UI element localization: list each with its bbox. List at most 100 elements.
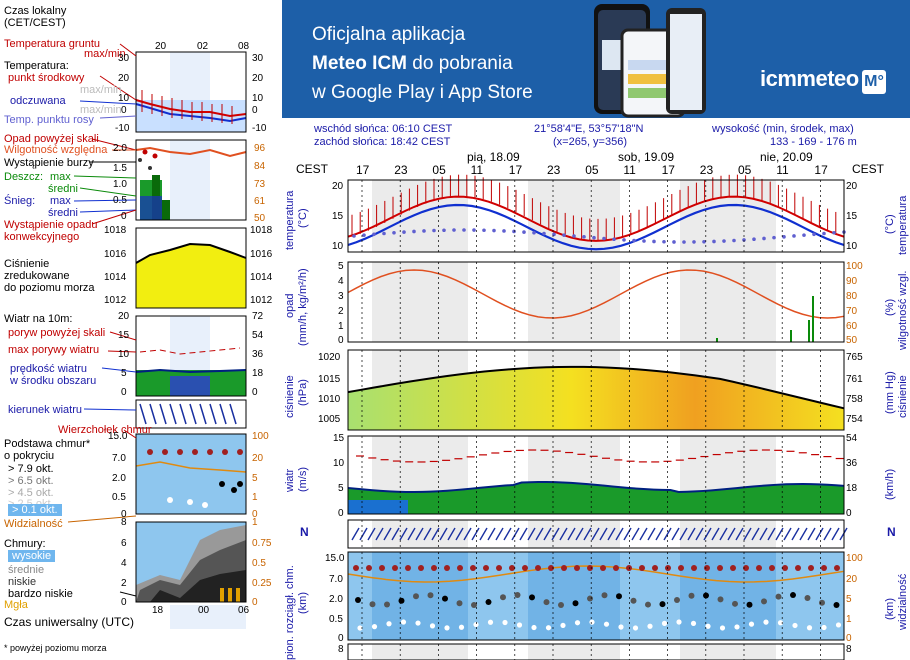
cloud-top-dot — [431, 565, 437, 571]
precip-axis-l-5: 0 — [121, 211, 127, 222]
sunset-text: zachód słońca: 18:42 CEST — [314, 136, 451, 148]
temp-label-left: temperatura — [284, 191, 296, 250]
wind-unit: (m/s) — [297, 467, 309, 492]
hour-label: 23 — [700, 163, 714, 177]
cloud-base-dot — [833, 601, 840, 608]
wind-arrow — [551, 527, 560, 541]
hour-label: 05 — [738, 163, 752, 177]
cloud-low-dot — [516, 622, 523, 628]
icmmeteo-badge: M° — [862, 70, 886, 94]
cloud-base-dot — [761, 598, 767, 605]
dew-point — [782, 235, 786, 239]
dew-point — [592, 235, 596, 240]
press-axis-4: 1005 — [318, 414, 341, 425]
press-label: ciśnienie — [284, 375, 296, 418]
cloud-low-dot — [444, 625, 450, 631]
temp-axis-r-3: 10 — [846, 241, 858, 252]
cloud-base-dot — [398, 597, 405, 604]
rain-mean-label: średni — [48, 183, 78, 195]
hour-label: 11 — [776, 163, 789, 177]
footnote: * powyżej poziomu morza — [4, 643, 107, 653]
wind-arrow — [583, 527, 592, 541]
okt-1-label: > 7.9 okt. — [8, 463, 54, 475]
temp-axis-r-5: -10 — [252, 123, 267, 134]
cloud-top-dot — [613, 565, 619, 571]
wind-axis-4: 0 — [338, 508, 344, 519]
mid-point-label: punkt środkowy — [8, 72, 85, 84]
cloud-base-dot — [514, 592, 521, 599]
cloud-axis-r-4: 1 — [252, 492, 258, 503]
cloud-base-label-1: Podstawa chmur* — [4, 438, 91, 450]
vis-axis-1: 100 — [846, 553, 863, 564]
dew-point — [792, 234, 796, 238]
dew-point — [412, 229, 416, 234]
night-band — [372, 436, 468, 514]
precip-axis-1: 5 — [338, 261, 344, 272]
vis-axis-2: 20 — [846, 574, 858, 585]
pressure-label-1: Ciśnienie — [4, 258, 50, 270]
elevation-text: 133 - 169 - 176 m — [770, 136, 857, 148]
temp-axis-1: 20 — [332, 181, 344, 192]
cloud-base-dot — [790, 592, 796, 599]
press-axis-l-2: 1016 — [104, 249, 127, 260]
banner-line-1: Oficjalna aplikacja — [312, 24, 466, 45]
wind-arrow — [615, 527, 624, 541]
rain-label: Deszcz: — [4, 171, 44, 183]
press-axis-r-3: 1014 — [250, 272, 273, 283]
gust-max-label: max porywy wiatru — [8, 344, 100, 356]
wind-axis-r-2: 36 — [846, 458, 858, 469]
cloud-low-dot — [835, 622, 842, 628]
dew-point — [392, 230, 396, 235]
hour-top-1: 20 — [155, 41, 167, 52]
dew-point — [822, 231, 826, 236]
app-banner[interactable]: Oficjalna aplikacja Meteo ICM do pobrani… — [282, 0, 910, 118]
dew-point — [692, 240, 696, 244]
dew-point — [452, 228, 456, 232]
cl-axis-r-5: 0 — [252, 597, 258, 608]
day-1-label: pią, 18.09 — [467, 150, 520, 164]
hour-bottom-3: 06 — [238, 605, 250, 616]
precip-axis-5: 1 — [338, 321, 344, 332]
cloud-base-dot — [616, 593, 622, 600]
wind-arrow — [703, 527, 712, 541]
humidity-line — [347, 269, 845, 319]
okt-3-label: > 4.5 okt. — [8, 487, 54, 499]
hum-axis-2: 90 — [846, 276, 858, 287]
cl-axis-r-4: 0.25 — [252, 578, 272, 589]
wind-arrow — [735, 527, 744, 541]
cloud-low-dot — [690, 620, 697, 627]
vis-axis-5: 0 — [846, 633, 852, 644]
cloud-base-dot — [355, 597, 361, 603]
cloud-axis-r-1: 100 — [252, 431, 269, 442]
cloud-top-dot — [756, 565, 762, 571]
wind-arrow — [463, 527, 472, 541]
wind-center-label: w środku obszaru — [10, 375, 97, 387]
wind-speed-label: prędkość wiatru — [10, 363, 88, 375]
dew-point — [572, 234, 576, 238]
dew-point — [662, 239, 666, 244]
cloud-top-dot — [444, 565, 450, 571]
wind-arrow — [631, 527, 640, 541]
cloud-axis-r-3: 5 — [252, 473, 258, 484]
cloud-top-dot — [769, 565, 775, 571]
dew-point — [472, 228, 476, 232]
dew-point — [582, 235, 586, 239]
cloud-base-dot — [775, 593, 782, 600]
hour-label: 17 — [356, 163, 370, 177]
cloud-base-dot — [442, 595, 448, 602]
dew-point — [732, 238, 736, 243]
dew-point — [802, 233, 806, 237]
wind-axis-1: 15 — [333, 433, 345, 444]
cloud-base-label-2: o pokryciu — [4, 450, 55, 462]
cloud-base-dot — [427, 592, 434, 599]
cloud-label-text: pion. rozciągł. chm. — [284, 565, 296, 660]
dew-point — [832, 230, 836, 235]
night-band — [680, 436, 776, 514]
cloud-top-dot — [678, 565, 684, 571]
precip-axis-3: 3 — [338, 291, 344, 302]
hour-label: 05 — [585, 163, 599, 177]
cloud-low-dot — [357, 625, 363, 631]
cloud-base-dot — [717, 596, 724, 603]
precip-axis-l-4: 0.5 — [113, 195, 127, 206]
wind-arrow — [383, 527, 392, 541]
